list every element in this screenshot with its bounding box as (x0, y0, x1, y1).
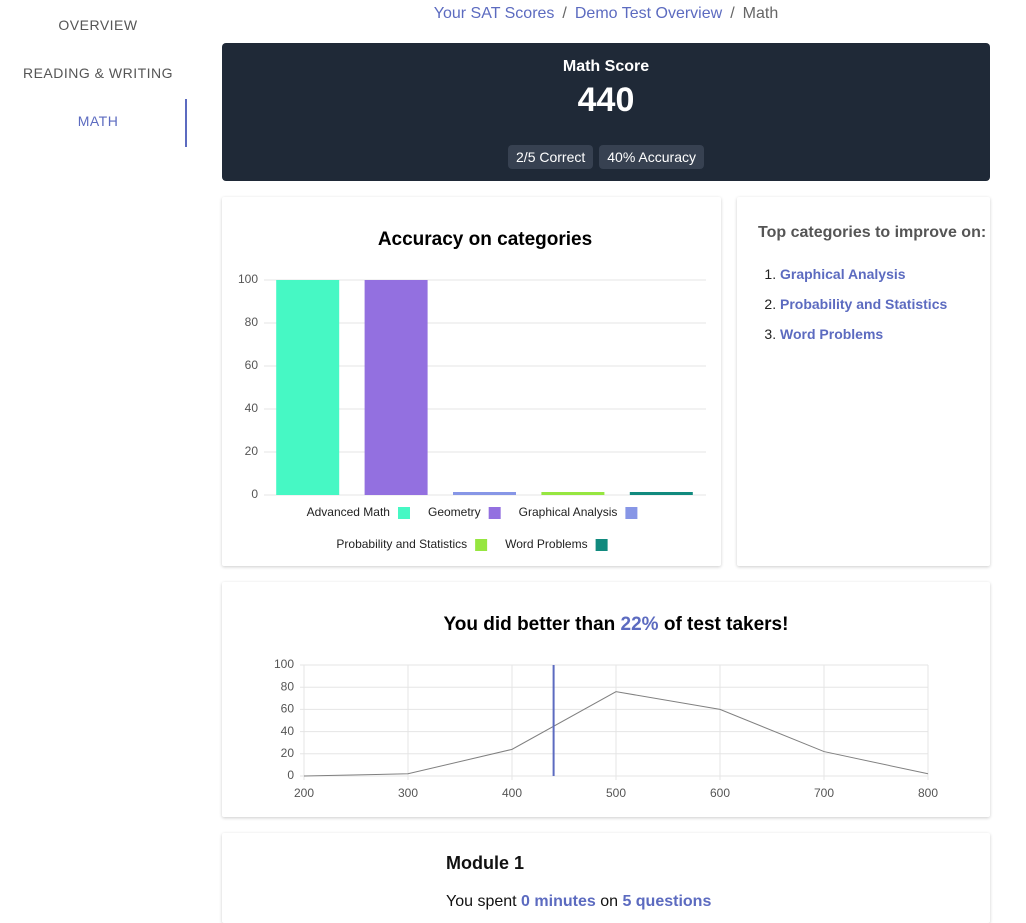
x-tick-label: 400 (502, 786, 522, 800)
y-tick-label: 0 (251, 487, 258, 501)
active-indicator (185, 99, 187, 147)
legend-label: Advanced Math (307, 505, 390, 519)
bar (364, 280, 428, 495)
x-tick-label: 700 (814, 786, 834, 800)
legend-label: Word Problems (505, 537, 587, 551)
legend-label: Geometry (428, 505, 481, 519)
line-series (303, 691, 929, 777)
title-part: of test takers! (659, 614, 789, 635)
y-tick-label: 60 (245, 358, 259, 372)
legend-swatch (397, 507, 410, 519)
chart-title: You did better than 22% of test takers! (444, 614, 789, 635)
breadcrumb: Your SAT Scores / Demo Test Overview / Math (222, 5, 990, 23)
x-tick-label: 300 (398, 786, 418, 800)
y-tick-label: 20 (281, 746, 295, 760)
improve-item[interactable]: Word Problems (780, 319, 947, 349)
improve-card: Top categories to improve on: Graphical … (737, 197, 990, 566)
breadcrumb-item: Math (742, 5, 779, 22)
badges: 2/5 Correct 40% Accuracy (222, 145, 990, 169)
nav-item[interactable]: READING & WRITING (22, 65, 174, 81)
badge: 2/5 Correct (508, 145, 594, 169)
bar (541, 492, 605, 495)
title-part: 22% (615, 614, 658, 635)
x-tick-label: 500 (606, 786, 626, 800)
bar-chart: Accuracy on categories 0 20 40 60 80 100 Advanc… (238, 229, 706, 551)
legend-swatch (595, 539, 608, 551)
module-text-part: 5 questions (622, 893, 712, 910)
y-tick-label: 100 (274, 657, 294, 671)
breadcrumb-separator: / (562, 5, 567, 22)
nav-item[interactable]: OVERVIEW (58, 17, 138, 33)
bar (629, 492, 693, 495)
breadcrumb-item[interactable]: Demo Test Overview (574, 5, 723, 22)
x-tick-label: 200 (294, 786, 314, 800)
breadcrumb-item[interactable]: Your SAT Scores (433, 5, 555, 22)
improve-item[interactable]: Probability and Statistics (780, 289, 947, 319)
legend-swatch (625, 507, 638, 519)
x-tick-label: 800 (918, 786, 938, 800)
module-text-part: 0 minutes (521, 893, 596, 910)
chart-title: Accuracy on categories (378, 229, 592, 250)
module-text-part: on (600, 893, 618, 910)
score-card: Math Score 440 2/5 Correct 40% Accuracy (222, 43, 990, 181)
percentile-card: You did better than 22% of test takers! 0… (222, 582, 990, 817)
improve-title: Top categories to improve on: (758, 224, 987, 241)
line-chart: You did better than 22% of test takers! 0… (274, 614, 938, 800)
score-label: Math Score (562, 58, 650, 75)
legend-label: Probability and Statistics (336, 537, 467, 551)
bar (276, 280, 340, 495)
title-part: You did better than (444, 614, 616, 635)
y-tick-label: 0 (287, 768, 294, 782)
y-tick-label: 40 (281, 724, 295, 738)
improve-item[interactable]: Graphical Analysis (780, 259, 947, 289)
y-tick-label: 40 (245, 401, 259, 415)
module-card: Module 1 You spent 0 minutes on 5 questi… (222, 833, 990, 923)
accuracy-card: Accuracy on categories 0 20 40 60 80 100 Advanc… (222, 197, 721, 566)
score-value: 440 (577, 81, 635, 119)
module-text: You spent 0 minutes on 5 questions (446, 893, 711, 911)
module-title: Module 1 (446, 853, 525, 873)
x-tick-label: 600 (710, 786, 730, 800)
module-text-part: You spent (446, 893, 517, 910)
y-tick-label: 100 (238, 272, 258, 286)
y-tick-label: 20 (245, 444, 259, 458)
breadcrumb-separator: / (730, 5, 735, 22)
legend-swatch (488, 507, 501, 519)
nav-item[interactable]: MATH (77, 113, 119, 129)
y-tick-label: 80 (245, 315, 259, 329)
legend-swatch (475, 539, 488, 551)
y-tick-label: 60 (281, 702, 295, 716)
legend-label: Graphical Analysis (519, 505, 618, 519)
bar (453, 492, 516, 495)
y-tick-label: 80 (281, 679, 295, 693)
badge: 40% Accuracy (599, 145, 704, 169)
